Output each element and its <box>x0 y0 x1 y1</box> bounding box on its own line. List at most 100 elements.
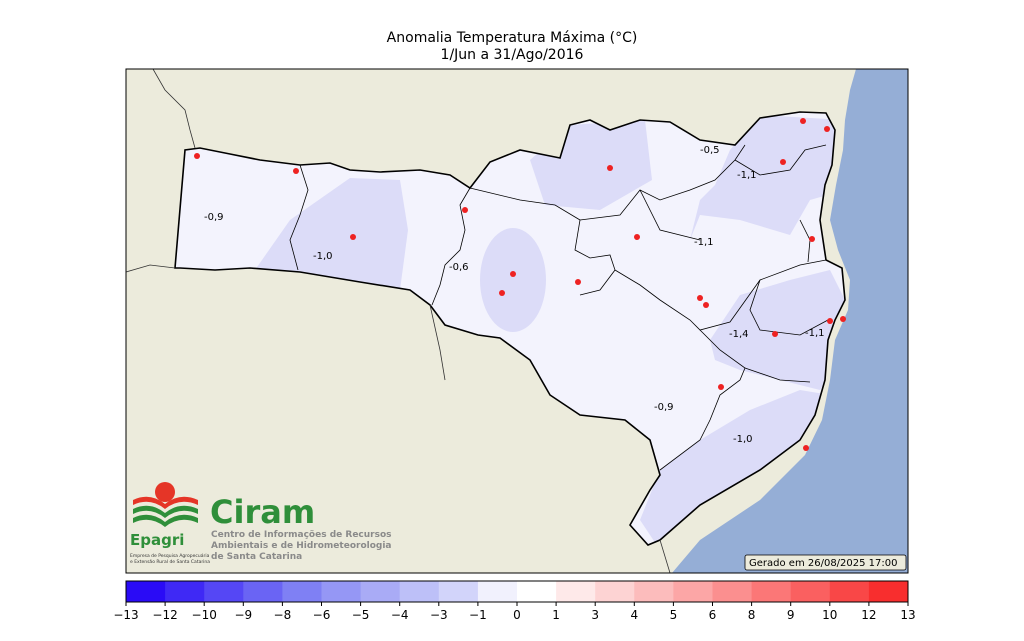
station-marker <box>809 236 815 242</box>
colorbar-segment <box>243 581 283 602</box>
colorbar-tick-label: 10 <box>822 608 837 622</box>
colorbar-segment <box>477 581 518 602</box>
anomaly-zone-center <box>480 228 546 332</box>
colorbar-segment <box>165 581 205 602</box>
colorbar-segment <box>321 581 362 602</box>
station-marker <box>824 126 830 132</box>
colorbar-tick-label: 1 <box>552 608 560 622</box>
contour-label: -1,1 <box>694 237 714 248</box>
ciram-logo: Ciram Centro de Informações de Recursos … <box>210 493 392 562</box>
station-marker <box>800 118 806 124</box>
colorbar-segment <box>126 581 166 602</box>
colorbar-segment <box>438 581 479 602</box>
contour-label: -0,6 <box>449 262 469 273</box>
station-marker <box>634 234 640 240</box>
station-marker <box>703 302 709 308</box>
anomaly-zone-south <box>640 390 830 545</box>
furrow-icon <box>133 505 198 518</box>
colorbar-tick-label: 3 <box>591 608 599 622</box>
colorbar-segment <box>634 581 674 602</box>
station-marker <box>803 445 809 451</box>
station-marker <box>607 165 613 171</box>
colorbar-tick-label: −9 <box>234 608 252 622</box>
colorbar-tick-label: 8 <box>748 608 756 622</box>
contour-label: -1,0 <box>313 251 333 262</box>
station-marker <box>293 168 299 174</box>
colorbar-tick-label: 4 <box>630 608 638 622</box>
station-marker <box>697 295 703 301</box>
ciram-caption: Ambientais e de Hidrometeorologia <box>211 541 392 551</box>
colorbar-segment <box>399 581 440 602</box>
colorbar-tick-label: −12 <box>152 608 177 622</box>
contour-label: -1,1 <box>805 328 825 339</box>
colorbar-segment <box>595 581 635 602</box>
epagri-caption: Empresa de Pesquisa Agropecuária <box>130 552 210 559</box>
colorbar-tick-label: −10 <box>192 608 217 622</box>
station-marker <box>462 207 468 213</box>
ciram-caption: Centro de Informações de Recursos <box>211 530 392 540</box>
map-frame <box>125 68 909 574</box>
colorbar-tick-label: 5 <box>670 608 678 622</box>
colorbar-segment <box>556 581 596 602</box>
ocean-area <box>672 69 908 573</box>
contour-label: -0,9 <box>204 212 224 223</box>
colorbar-tick-label: −8 <box>274 608 292 622</box>
anomaly-zone-west <box>255 178 408 290</box>
station-marker <box>718 384 724 390</box>
colorbar-tick-label: 13 <box>900 608 915 622</box>
generated-timestamp: Gerado em 26/08/2025 17:00 <box>744 554 907 571</box>
contour-label: -0,9 <box>654 402 674 413</box>
colorbar-tick-label: 12 <box>861 608 876 622</box>
station-marker <box>194 153 200 159</box>
neighbor-borders <box>126 69 671 573</box>
colorbar-segment <box>204 581 244 602</box>
colorbar-tick-label: −3 <box>430 608 448 622</box>
colorbar-segment <box>829 581 870 602</box>
station-marker <box>510 271 516 277</box>
colorbar: −13 −12 −10 −9 −8 −6 −5 −4 −3 −1 0 1 3 4 5 6 8 9 10 12 13 <box>113 580 916 622</box>
colorbar-segment <box>282 581 322 602</box>
station-marker <box>780 159 786 165</box>
furrow-icon <box>133 496 198 509</box>
colorbar-tick-label: −13 <box>113 608 138 622</box>
colorbar-tick-label: −6 <box>313 608 331 622</box>
epagri-caption: e Extensão Rural de Santa Catarina <box>130 559 210 565</box>
station-marker <box>499 290 505 296</box>
epagri-logo: Epagri Empresa de Pesquisa Agropecuária … <box>130 482 210 565</box>
station-marker <box>840 316 846 322</box>
station-marker <box>827 318 833 324</box>
colorbar-segment <box>360 581 401 602</box>
anomaly-zone-east <box>710 270 845 390</box>
colorbar-segment <box>517 581 557 602</box>
colorbar-tick-label: 6 <box>709 608 717 622</box>
colorbar-tick-label: 9 <box>787 608 795 622</box>
contour-label: -1,0 <box>733 434 753 445</box>
anomaly-zone-northeast <box>690 115 845 240</box>
map-subtitle: 1/Jun a 31/Ago/2016 <box>440 47 584 63</box>
contour-label: -1,1 <box>737 170 757 181</box>
furrow-icon <box>133 514 198 527</box>
station-marker <box>772 331 778 337</box>
colorbar-segment <box>868 581 909 602</box>
colorbar-tick-label: −4 <box>391 608 409 622</box>
generated-label: Gerado em 26/08/2025 17:00 <box>749 558 898 569</box>
state-outline <box>174 111 846 546</box>
region-boundaries <box>289 144 829 471</box>
contour-label: -0,5 <box>700 145 720 156</box>
colorbar-segment <box>751 581 792 602</box>
sun-icon <box>155 482 175 502</box>
station-markers <box>194 118 846 451</box>
colorbar-tick-label: −1 <box>469 608 487 622</box>
colorbar-segment <box>673 581 713 602</box>
colorbar-segment <box>790 581 831 602</box>
ciram-caption: de Santa Catarina <box>211 552 302 562</box>
colorbar-tick-label: 0 <box>513 608 521 622</box>
ciram-wordmark: Ciram <box>210 493 315 531</box>
epagri-wordmark: Epagri <box>130 531 184 549</box>
colorbar-tick-label: −5 <box>352 608 370 622</box>
colorbar-segment <box>712 581 753 602</box>
map-title: Anomalia Temperatura Máxima (°C) <box>386 30 638 46</box>
station-marker <box>350 234 356 240</box>
station-marker <box>575 279 581 285</box>
